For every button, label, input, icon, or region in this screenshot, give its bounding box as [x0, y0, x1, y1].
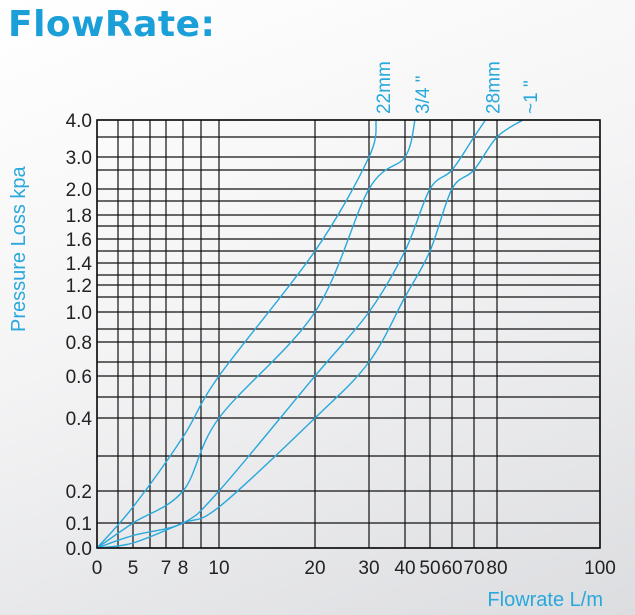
y-tick-label: 0.4 [66, 409, 93, 430]
x-axis-label: Flowrate L/m [487, 589, 603, 611]
y-tick-label: 2.0 [66, 180, 92, 201]
x-tick-label: 40 [394, 558, 415, 579]
series-label: 3/4 " [413, 76, 434, 114]
series-label: ~1 " [521, 80, 542, 114]
x-tick-label: 7 [161, 558, 172, 579]
y-tick-label: 1.0 [66, 303, 92, 324]
y-axis-label: Pressure Loss kpa [8, 165, 30, 332]
chart-title: FlowRate: [8, 4, 216, 45]
x-tick-label: 60 [441, 558, 462, 579]
x-tick-label: 0 [92, 558, 103, 579]
series-line [96, 119, 416, 549]
x-tick-label: 8 [178, 558, 189, 579]
x-tick-label: 30 [358, 558, 379, 579]
series-line [96, 119, 487, 549]
y-tick-label: 4.0 [66, 111, 92, 132]
y-tick-label: 1.2 [66, 276, 92, 297]
y-tick-label: 1.6 [66, 230, 92, 251]
x-tick-label: 100 [584, 558, 616, 579]
y-tick-label: 0.8 [66, 333, 92, 354]
series-label: 22mm [374, 61, 395, 114]
y-tick-label: 1.4 [66, 254, 93, 275]
x-tick-label: 20 [304, 558, 325, 579]
series-line [96, 119, 524, 549]
x-tick-labels: 0 5 7 8 10 20 30 40 50 60 70 80 100 [92, 558, 616, 579]
y-tick-label: 1.8 [66, 206, 92, 227]
grid-lines [96, 119, 601, 549]
y-tick-label: 0.6 [66, 367, 92, 388]
series-line [96, 119, 377, 549]
y-tick-label: 0.1 [66, 514, 92, 535]
plot-frame [96, 119, 601, 549]
y-tick-label: 0.0 [66, 539, 92, 560]
x-tick-label: 10 [208, 558, 229, 579]
y-tick-label: 0.2 [66, 482, 92, 503]
x-tick-label: 80 [486, 558, 507, 579]
series-labels: 22mm 3/4 " 28mm ~1 " [374, 61, 542, 114]
x-tick-label: 5 [128, 558, 139, 579]
series-label: 28mm [484, 61, 505, 114]
y-tick-labels: 0.0 0.1 0.2 0.4 0.6 0.8 1.0 1.21.4 1.6 1.8 2.0 3.0 4… [66, 111, 93, 560]
y-tick-label: 3.0 [66, 148, 92, 169]
x-tick-label: 50 [419, 558, 440, 579]
series-curves [96, 119, 524, 549]
x-tick-label: 70 [463, 558, 484, 579]
